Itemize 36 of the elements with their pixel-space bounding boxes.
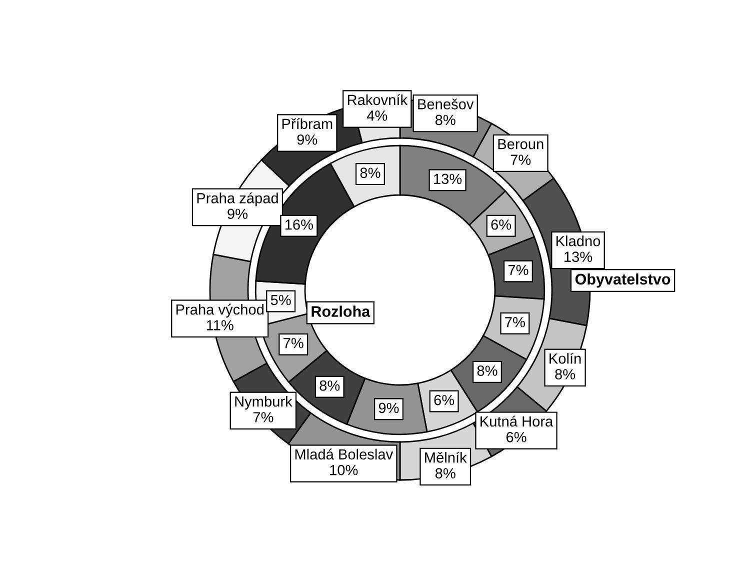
data-label: 9% — [297, 134, 318, 145]
data-label: 13% — [564, 252, 592, 262]
data-label: 10% — [330, 464, 358, 476]
data-label: 11% — [206, 320, 234, 330]
data-label: 8% — [360, 168, 380, 178]
data-label: 6% — [491, 219, 512, 230]
slice-label: Beroun — [498, 139, 544, 150]
data-label: 8% — [477, 366, 498, 376]
data-label: 13% — [434, 174, 462, 184]
slice-label: Nymburk — [235, 396, 292, 410]
slice-label: Mělník — [425, 452, 467, 463]
slice-label: Kolín — [550, 352, 581, 364]
slice-label: Mladá Boleslav — [295, 448, 394, 460]
data-label: 8% — [435, 114, 456, 126]
slice-label: Kladno — [556, 236, 600, 246]
slice-label: Benešov — [418, 98, 474, 110]
data-label: 7% — [284, 338, 304, 348]
data-label: 8% — [435, 468, 456, 478]
data-label: 8% — [555, 369, 576, 380]
data-label: 7% — [505, 317, 525, 328]
slice-label: Kutná Hora — [480, 416, 554, 427]
slice-label: Příbram — [282, 118, 332, 130]
data-label: 6% — [434, 394, 454, 406]
data-label: 6% — [506, 432, 526, 442]
data-label: 8% — [320, 380, 340, 391]
data-label: 7% — [508, 264, 528, 276]
slice-label: Obyvatelstvo — [575, 273, 670, 288]
data-label: 9% — [378, 402, 399, 414]
slice-label: Rakovník — [348, 94, 408, 106]
data-label: 7% — [253, 412, 274, 422]
data-label: 5% — [270, 294, 291, 306]
data-label: 7% — [510, 154, 531, 165]
data-label: 16% — [285, 219, 314, 230]
slice-label: Praha východ — [176, 304, 264, 318]
data-label: 4% — [366, 110, 388, 121]
legend-label: Rozloha — [312, 306, 370, 317]
